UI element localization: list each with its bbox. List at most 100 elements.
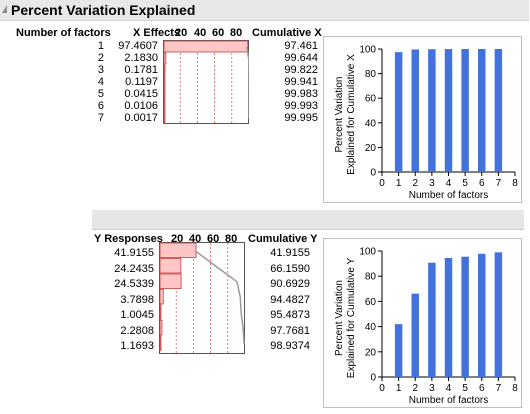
x-tick-label: 6 — [479, 178, 485, 189]
cumulative-x-value: 99.983 — [284, 88, 318, 100]
scale-tick: 80 — [230, 27, 243, 39]
x-effect-value: 0.0017 — [124, 112, 158, 124]
factor-number: 4 — [97, 76, 104, 88]
cumulative-y-value: 95.4873 — [270, 309, 310, 321]
col-number-of-factors: Number of factors — [16, 27, 111, 39]
y-effect-value: 41.9155 — [114, 247, 154, 259]
disclosure-triangle-icon[interactable] — [2, 5, 7, 13]
x-effect-value: 0.1781 — [124, 64, 158, 76]
x-tick-label: 5 — [462, 178, 468, 189]
cumulative-x-value: 99.644 — [284, 52, 318, 64]
section-title: Percent Variation Explained — [11, 2, 196, 18]
x-tick-label: 8 — [512, 383, 518, 394]
cumulative-x-value: 99.995 — [284, 112, 318, 124]
section-bar — [92, 210, 524, 230]
y-effect-value: 1.0045 — [120, 309, 154, 321]
col-cumulative-x: Cumulative X — [252, 27, 322, 39]
x-tick-label: 3 — [429, 178, 435, 189]
x-tick-label: 6 — [479, 383, 485, 394]
factor-number: 2 — [97, 52, 104, 64]
cumulative-y-value: 97.7681 — [270, 324, 310, 337]
y-axis-label-line: Percent Variation — [334, 280, 345, 356]
effect-bar — [163, 100, 166, 113]
y-effect-value: 2.2808 — [120, 324, 154, 337]
y-tick-label: 60 — [365, 94, 377, 105]
cumulative-x-value: 99.993 — [284, 100, 318, 112]
y-tick-label: 0 — [370, 168, 376, 179]
y-tick-label: 20 — [365, 143, 377, 154]
x-tick-label: 7 — [496, 383, 502, 394]
x-tick-label: 8 — [512, 178, 518, 189]
x-effect-value: 0.0106 — [124, 100, 158, 112]
y-tick-label: 80 — [365, 272, 377, 283]
x-axis-label: Number of factors — [409, 190, 488, 201]
x-axis-label: Number of factors — [409, 395, 488, 406]
x-tick-label: 1 — [396, 178, 402, 189]
x-tick-label: 7 — [496, 178, 502, 189]
cumulative-bar — [428, 262, 436, 377]
scale-tick: 40 — [194, 27, 207, 39]
col-y-responses: Y Responses — [94, 233, 163, 245]
y-tick-label: 40 — [365, 322, 377, 333]
effect-bar — [159, 258, 182, 274]
y-axis-label: Percent Variation Explained for Cumulativ… — [334, 257, 357, 378]
cumulative-y-value: 66.1590 — [270, 262, 310, 275]
effect-bar — [159, 304, 162, 320]
effect-bar — [159, 289, 164, 305]
y-effect-value: 24.2435 — [114, 262, 154, 275]
col-cumulative-y: Cumulative Y — [248, 233, 318, 245]
cumulative-bar — [428, 49, 436, 172]
x-tick-label: 2 — [412, 178, 418, 189]
y-effect-value: 1.1693 — [120, 340, 154, 352]
y-effects-bar-chart — [159, 242, 245, 354]
factor-number: 7 — [97, 112, 104, 124]
cumulative-line — [246, 46, 249, 120]
cumulative-bar — [461, 49, 469, 172]
y-tick-label: 60 — [365, 297, 377, 308]
x-effects-bar-chart — [163, 40, 249, 124]
col-x-effects: X Effects — [133, 27, 181, 39]
factor-number: 3 — [97, 64, 104, 76]
effect-bar — [163, 112, 166, 124]
cumulative-y-value: 90.6929 — [270, 278, 310, 290]
y-effect-value: 3.7898 — [120, 293, 154, 306]
cumulative-bar — [411, 49, 419, 172]
factor-number: 6 — [97, 100, 104, 112]
cumulative-bar — [494, 252, 503, 377]
effect-bar — [163, 88, 166, 101]
cumulative-x-value: 99.941 — [284, 76, 318, 88]
effect-bar — [163, 76, 166, 89]
x-tick-label: 4 — [446, 383, 452, 394]
y-tick-label: 40 — [365, 118, 377, 129]
section-header[interactable]: Percent Variation Explained — [0, 0, 529, 21]
x-effect-value: 2.1830 — [124, 52, 158, 64]
cumulative-y-value: 41.9155 — [270, 247, 310, 259]
effect-bar — [159, 242, 197, 258]
x-tick-label: 4 — [446, 178, 452, 189]
x-tick-label: 0 — [379, 383, 385, 394]
y-axis-label-line: Explained for Cumulative X — [346, 54, 357, 175]
cumulative-y-chart-panel: 0 20 40 60 80 100 0 1 2 3 4 5 6 7 8 Number of factors Pe… — [323, 238, 522, 408]
x-tick-label: 1 — [396, 383, 402, 394]
x-effect-value: 97.4607 — [118, 40, 158, 52]
y-axis-label: Percent Variation Explained for Cumulativ… — [334, 54, 357, 175]
y-tick-label: 100 — [359, 247, 376, 258]
effect-bar — [159, 320, 163, 336]
cumulative-bar — [444, 257, 453, 377]
x-tick-label: 3 — [429, 383, 435, 394]
cumulative-x-value: 97.461 — [284, 40, 318, 52]
cumulative-y-value: 98.9374 — [270, 340, 310, 352]
effect-bar — [159, 273, 182, 289]
factor-number: 5 — [97, 88, 104, 100]
effect-bar — [163, 52, 167, 65]
x-tick-label: 0 — [379, 178, 385, 189]
scale-tick: 20 — [175, 27, 188, 39]
cumulative-line — [194, 250, 245, 344]
y-tick-label: 80 — [365, 69, 377, 80]
cumulative-bar — [478, 49, 486, 173]
x-effect-value: 0.1197 — [125, 76, 158, 88]
cumulative-x-value: 99.822 — [284, 64, 318, 76]
cumulative-bar — [394, 324, 403, 377]
